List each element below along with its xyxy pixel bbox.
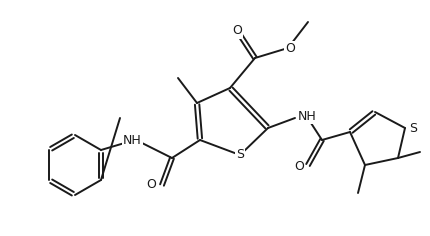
Text: NH: NH: [123, 134, 142, 147]
Text: NH: NH: [298, 110, 317, 122]
Text: O: O: [232, 25, 242, 38]
Text: S: S: [409, 122, 417, 135]
Text: O: O: [285, 42, 295, 55]
Text: O: O: [146, 178, 156, 191]
Text: O: O: [294, 160, 304, 173]
Text: S: S: [236, 148, 244, 161]
